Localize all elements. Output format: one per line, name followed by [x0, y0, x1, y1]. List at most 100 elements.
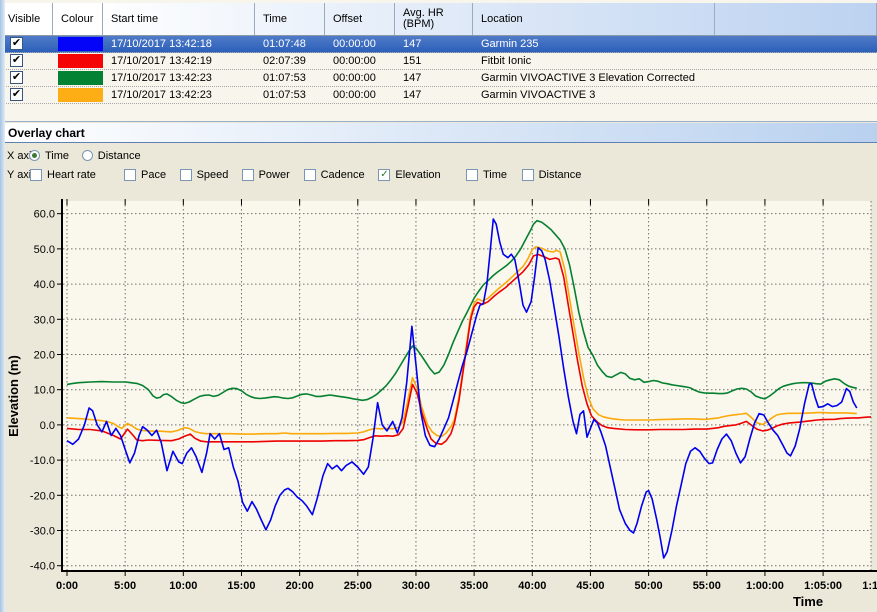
y-tick-label: -30.0 — [30, 526, 55, 538]
activities-table: Visible Colour Start time Time Offset Avg. HR… — [0, 0, 877, 121]
avg-hr-cell: 147 — [403, 89, 422, 101]
y-tick-label: 60.0 — [34, 209, 55, 221]
x-tick-label: 55:00 — [693, 580, 721, 592]
y-tick-label: -40.0 — [30, 561, 55, 573]
x-tick-label: 0:00 — [56, 580, 78, 592]
visible-checkbox[interactable]: ✔ — [10, 37, 23, 50]
y-axis-option-label: Distance — [538, 169, 582, 181]
x-tick-label: 1:10:00 — [862, 580, 877, 592]
table-header: Visible Colour Start time Time Offset Avg. HR… — [0, 3, 877, 36]
y-axis-checkbox-distance[interactable] — [521, 169, 534, 181]
colour-swatch — [58, 88, 103, 102]
x-tick-label: 15:00 — [227, 580, 255, 592]
table-row[interactable]: ✔ 17/10/2017 13:42:23 01:07:53 00:00:00 147 G… — [0, 70, 877, 87]
chart-canvas: -40.0 -30.0 -20.0 -10.0 0.0 10.0 20.0 30.0 40.0 5… — [6, 199, 877, 609]
time-cell: 01:07:48 — [263, 38, 306, 50]
x-axis-options-row: X axis: Time Distance — [0, 148, 877, 164]
y-axis-option-label: Speed — [196, 169, 229, 181]
x-tick-label: 25:00 — [344, 580, 372, 592]
y-axis-checkbox-speed[interactable] — [179, 169, 192, 181]
y-axis-option-label: Time — [483, 169, 508, 181]
column-header-avg-hr[interactable]: Avg. HR (BPM) — [395, 3, 473, 35]
time-cell: 02:07:39 — [263, 55, 306, 67]
x-tick-label: 40:00 — [518, 580, 546, 592]
avg-hr-cell: 151 — [403, 55, 422, 67]
series-line-garmin-vivoactive-3-elevation-corrected — [66, 219, 857, 405]
x-tick-label: 1:05:00 — [804, 580, 842, 592]
time-cell: 01:07:53 — [263, 89, 306, 101]
start-time-cell: 17/10/2017 13:42:18 — [111, 38, 212, 50]
y-tick-label: -10.0 — [30, 455, 55, 467]
series-line-garmin-235 — [66, 218, 858, 559]
visible-checkbox[interactable]: ✔ — [10, 88, 23, 101]
y-axis-option-label: Heart rate — [47, 169, 96, 181]
y-tick-label: 40.0 — [34, 279, 55, 291]
location-cell: Garmin 235 — [481, 38, 539, 50]
y-axis-checkbox-heart-rate[interactable] — [30, 169, 42, 181]
y-axis-checkbox-power[interactable] — [241, 169, 254, 181]
column-header-offset[interactable]: Offset — [325, 3, 395, 35]
x-tick-label: 5:00 — [114, 580, 136, 592]
y-axis-option-label: Pace — [141, 169, 167, 181]
x-axis-radio-time[interactable] — [29, 150, 40, 161]
offset-cell: 00:00:00 — [333, 89, 376, 101]
x-tick-label: 35:00 — [460, 580, 488, 592]
x-tick-label: 50:00 — [635, 580, 663, 592]
x-tick-label: 10:00 — [169, 580, 197, 592]
y-axis-checkbox-elevation[interactable]: ✓ — [378, 169, 391, 181]
column-header-start-time[interactable]: Start time — [103, 3, 255, 35]
start-time-cell: 17/10/2017 13:42:19 — [111, 55, 212, 67]
column-header-location[interactable]: Location — [473, 3, 715, 35]
y-axis-checkbox-cadence[interactable] — [303, 169, 316, 181]
table-body: ✔ 17/10/2017 13:42:18 01:07:48 00:00:00 147 G… — [0, 36, 877, 104]
location-cell: Garmin VIVOACTIVE 3 — [481, 89, 596, 101]
offset-cell: 00:00:00 — [333, 55, 376, 67]
elevation-chart: -40.0 -30.0 -20.0 -10.0 0.0 10.0 20.0 30.0 40.0 5… — [0, 193, 877, 612]
y-axis-checkbox-pace[interactable] — [124, 169, 136, 181]
y-axis-title: Elevation (m) — [6, 355, 21, 437]
column-header-blank[interactable] — [715, 3, 877, 35]
location-cell: Fitbit Ionic — [481, 55, 532, 67]
radio-dot-icon — [32, 153, 37, 158]
x-axis-option-label: Distance — [97, 150, 141, 162]
x-tick-label: 30:00 — [402, 580, 430, 592]
avg-hr-cell: 147 — [403, 72, 422, 84]
y-axis-checkbox-time[interactable] — [466, 169, 478, 181]
location-cell: Garmin VIVOACTIVE 3 Elevation Corrected — [481, 72, 695, 84]
y-tick-label: 20.0 — [34, 349, 55, 361]
x-axis-title: Time — [793, 594, 823, 609]
offset-cell: 00:00:00 — [333, 72, 376, 84]
y-tick-label: 50.0 — [34, 244, 55, 256]
plot-background — [63, 201, 871, 571]
start-time-cell: 17/10/2017 13:42:23 — [111, 72, 212, 84]
colour-swatch — [58, 71, 103, 85]
visible-checkbox[interactable]: ✔ — [10, 71, 23, 84]
y-axis-option-label: Cadence — [320, 169, 365, 181]
y-tick-label: -20.0 — [30, 490, 55, 502]
table-row[interactable]: ✔ 17/10/2017 13:42:23 01:07:53 00:00:00 147 G… — [0, 87, 877, 104]
y-tick-label: 30.0 — [34, 314, 55, 326]
table-row[interactable]: ✔ 17/10/2017 13:42:19 02:07:39 00:00:00 151 F… — [0, 53, 877, 70]
y-tick-label: 0.0 — [40, 420, 55, 432]
x-axis-option-label: Time — [45, 150, 70, 162]
column-header-visible[interactable]: Visible — [0, 3, 53, 35]
offset-cell: 00:00:00 — [333, 38, 376, 50]
x-tick-label: 45:00 — [576, 580, 604, 592]
avg-hr-cell: 147 — [403, 38, 422, 50]
y-tick-label: 10.0 — [34, 385, 55, 397]
overlay-chart-title: Overlay chart — [0, 123, 877, 143]
x-tick-label: 1:00:00 — [746, 580, 784, 592]
column-header-colour[interactable]: Colour — [53, 3, 103, 35]
start-time-cell: 17/10/2017 13:42:23 — [111, 89, 212, 101]
x-tick-label: 20:00 — [286, 580, 314, 592]
table-row[interactable]: ✔ 17/10/2017 13:42:18 01:07:48 00:00:00 147 G… — [0, 36, 877, 53]
x-axis-radio-distance[interactable] — [81, 150, 93, 161]
visible-checkbox[interactable]: ✔ — [10, 54, 23, 67]
overlay-chart-panel: Overlay chart X axis: Time Distance Y axi… — [0, 121, 877, 612]
time-cell: 01:07:53 — [263, 72, 306, 84]
y-axis-options-row: Y axis: Heart rate Pace Speed Power Cadence ✓… — [0, 167, 877, 183]
colour-swatch — [58, 54, 103, 68]
column-header-time[interactable]: Time — [255, 3, 325, 35]
colour-swatch — [58, 37, 103, 51]
